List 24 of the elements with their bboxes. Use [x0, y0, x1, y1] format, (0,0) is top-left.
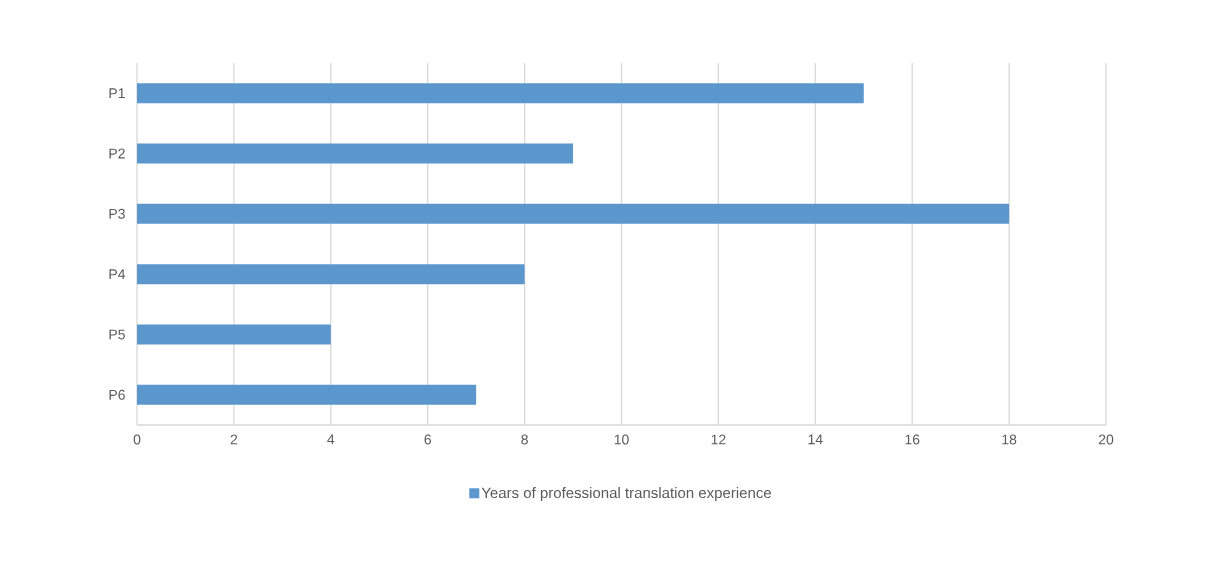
x-tick-label: 16 — [905, 434, 920, 445]
x-tick-label: 0 — [133, 434, 141, 445]
bar — [137, 384, 477, 405]
bar — [137, 203, 1010, 224]
legend-label: Years of professional translation experience — [481, 487, 772, 502]
x-tick-label: 10 — [614, 434, 629, 445]
y-tick-label: P6 — [109, 389, 125, 400]
y-tick-label: P1 — [109, 88, 125, 98]
y-tick-label: P2 — [109, 148, 125, 159]
x-tick-label: 2 — [230, 434, 238, 445]
x-tick-label: 14 — [808, 434, 823, 445]
x-tick-label: 4 — [327, 434, 335, 445]
x-tick-label: 18 — [1002, 434, 1017, 445]
x-tick-label: 12 — [711, 434, 726, 445]
x-tick-label: 8 — [521, 434, 528, 445]
y-tick-label: P3 — [109, 208, 125, 219]
x-tick-label: 6 — [424, 434, 431, 445]
bar — [137, 143, 574, 164]
y-tick-label: P5 — [109, 329, 125, 340]
bar — [137, 83, 864, 104]
bar — [137, 324, 331, 345]
bar — [137, 264, 525, 285]
y-tick-label: P4 — [109, 269, 126, 279]
x-tick-label: 20 — [1098, 434, 1114, 445]
